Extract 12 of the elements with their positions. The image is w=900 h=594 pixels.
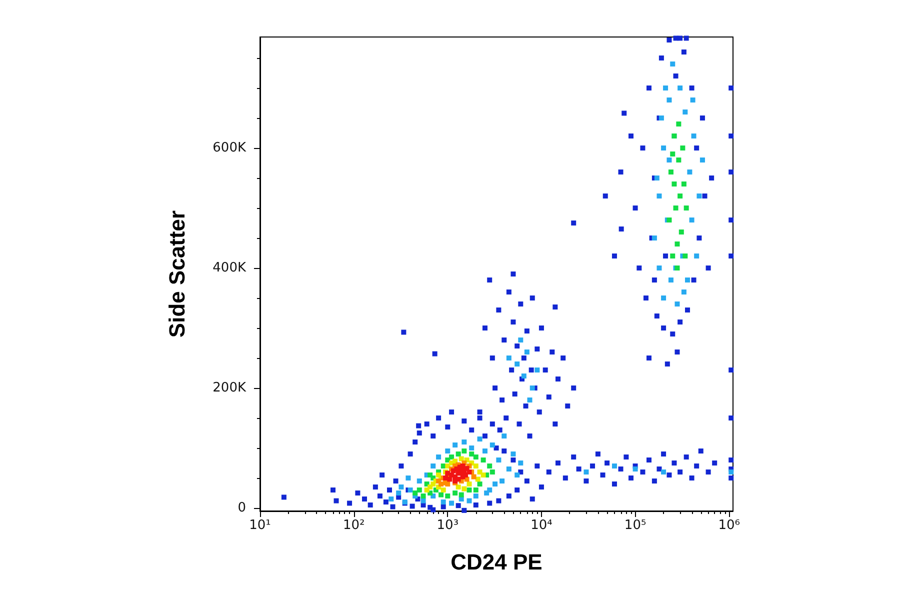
x-tick-label: 10⁴	[530, 518, 552, 533]
y-tick-label: 400K	[212, 260, 246, 276]
x-tick-label: 10²	[342, 518, 365, 533]
y-axis-title: Side Scatter	[164, 210, 190, 338]
x-tick-label: 10⁶	[718, 518, 740, 533]
x-tick-label: 10³	[436, 518, 459, 533]
y-tick-label: 600K	[212, 140, 246, 156]
x-tick-label: 10¹	[249, 518, 271, 533]
y-tick-label: 200K	[212, 380, 246, 396]
x-axis-title: CD24 PE	[450, 550, 542, 574]
y-tick-label: 0	[238, 500, 246, 516]
x-tick-label: 10⁵	[624, 518, 646, 533]
